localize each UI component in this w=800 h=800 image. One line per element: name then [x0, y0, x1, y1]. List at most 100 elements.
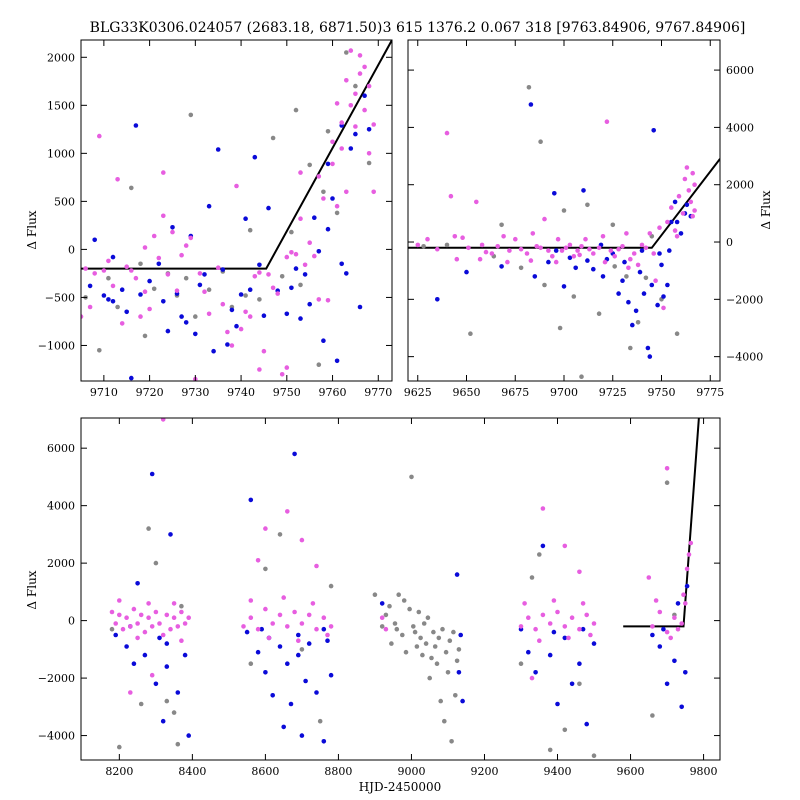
data-point-gray: [316, 362, 322, 368]
data-point-blue: [164, 664, 170, 669]
data-point-gray: [542, 282, 547, 288]
data-point-gray: [334, 210, 340, 216]
data-point-blue: [161, 299, 166, 304]
data-point-blue: [526, 649, 531, 655]
data-point-gray: [299, 647, 305, 652]
data-point-pink: [248, 615, 254, 620]
data-point-gray: [366, 160, 372, 166]
data-point-pink: [188, 235, 194, 241]
data-point-blue: [270, 693, 276, 698]
data-point-pink: [580, 601, 586, 606]
data-point-blue: [664, 681, 670, 687]
data-point-gray: [650, 713, 655, 718]
data-point-blue: [460, 698, 465, 704]
x-tick-label: 9600: [617, 765, 645, 778]
data-point-pink: [692, 182, 697, 187]
data-point-pink: [680, 211, 686, 216]
data-point-pink: [550, 253, 555, 259]
data-point-blue: [106, 297, 111, 302]
data-point-blue: [616, 291, 621, 296]
data-point-pink: [285, 509, 290, 514]
data-point-gray: [418, 635, 423, 641]
y-tick-label: −4000: [38, 730, 75, 743]
data-point-pink: [507, 248, 512, 253]
data-point-pink: [120, 626, 126, 632]
data-point-pink: [575, 248, 580, 253]
data-point-pink: [334, 101, 340, 106]
data-point-pink: [542, 216, 547, 222]
data-point-pink: [334, 203, 340, 209]
data-point-pink: [179, 609, 184, 615]
data-point-gray: [403, 649, 409, 655]
data-point-blue: [577, 661, 582, 666]
data-point-blue: [131, 661, 137, 666]
data-point-pink: [182, 621, 188, 626]
data-point-gray: [183, 275, 189, 281]
x-tick-label: 9730: [181, 386, 209, 399]
data-point-pink: [146, 615, 151, 620]
data-point-pink: [518, 624, 524, 629]
data-point-blue: [379, 601, 385, 606]
data-point-blue: [153, 681, 159, 687]
y-tick-label: −2000: [726, 293, 763, 306]
data-point-pink: [596, 245, 602, 251]
data-point-blue: [600, 274, 606, 279]
data-point-pink: [501, 234, 506, 239]
data-point-pink: [316, 174, 322, 179]
data-point-pink: [460, 235, 465, 240]
data-point-gray: [372, 592, 378, 597]
data-point-pink: [234, 183, 239, 189]
data-point-blue: [147, 278, 152, 284]
data-point-blue: [528, 102, 534, 107]
data-point-pink: [285, 624, 290, 629]
data-point-pink: [435, 246, 440, 252]
data-point-pink: [668, 635, 673, 641]
data-point-pink: [257, 367, 262, 372]
data-point-blue: [252, 154, 258, 160]
data-point-gray: [585, 202, 590, 208]
data-point-gray: [561, 208, 567, 213]
data-point-blue: [674, 219, 680, 225]
data-point-gray: [257, 297, 262, 302]
data-point-blue: [555, 701, 560, 707]
data-point-pink: [168, 626, 173, 632]
data-point-blue: [580, 626, 586, 632]
data-point-gray: [432, 644, 438, 649]
data-point-pink: [526, 615, 531, 620]
data-point-pink: [161, 213, 166, 219]
data-point-blue: [584, 721, 589, 727]
data-point-blue: [567, 255, 573, 261]
data-point-pink: [357, 53, 363, 58]
x-tick-label: 9760: [319, 386, 347, 399]
data-point-gray: [449, 739, 454, 744]
data-point-pink: [299, 537, 305, 543]
data-point-pink: [547, 621, 553, 626]
data-point-pink: [146, 601, 151, 606]
data-point-gray: [664, 480, 670, 486]
data-point-pink: [626, 265, 631, 271]
data-point-pink: [243, 309, 248, 315]
data-point-pink: [339, 146, 345, 151]
data-point-blue: [651, 128, 656, 133]
data-point-gray: [153, 560, 159, 566]
data-point-gray: [171, 710, 177, 715]
data-point-gray: [442, 718, 447, 724]
data-point-blue: [633, 308, 639, 314]
data-point-blue: [124, 309, 129, 315]
data-point-pink: [555, 236, 561, 242]
data-point-blue: [325, 638, 330, 643]
data-point-pink: [119, 321, 125, 326]
data-point-pink: [348, 103, 354, 108]
x-tick-label: 9750: [648, 386, 676, 399]
data-point-blue: [149, 471, 155, 477]
data-point-pink: [284, 365, 290, 370]
data-point-pink: [149, 624, 155, 629]
data-point-pink: [530, 231, 536, 236]
data-point-pink: [661, 305, 666, 311]
panel-zoom-axes: 9710 9720 9730 9740 9750 9760 9770 −1000 −500 0 50…: [38, 40, 392, 399]
data-point-blue: [202, 272, 207, 277]
data-point-gray: [164, 698, 170, 704]
data-point-gray: [387, 603, 392, 609]
data-point-blue: [657, 251, 662, 256]
data-point-blue: [672, 658, 677, 664]
